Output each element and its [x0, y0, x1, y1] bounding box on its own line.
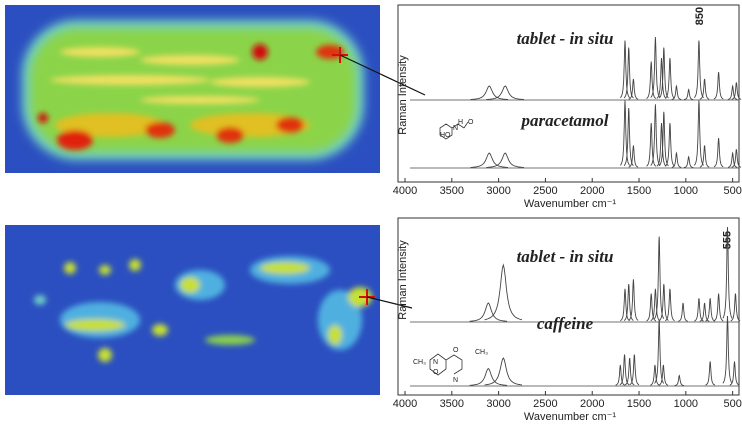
spectrum-peak	[471, 153, 509, 167]
figure: 4000 3500 3000 2500 2000 1500 1000 500 Wavenumbe…	[0, 0, 742, 426]
x-tick-label: 1000	[674, 398, 698, 410]
spectrum-peak	[706, 298, 715, 321]
molecule-atom: N	[433, 359, 438, 366]
x-tick-label: 1500	[627, 398, 651, 410]
spectrum-peak	[714, 138, 723, 167]
spectrum-peak	[694, 41, 703, 98]
molecule-atom: O	[453, 347, 459, 354]
spectrum-peak	[665, 123, 674, 166]
x-tick-label: 3500	[440, 185, 464, 197]
plot-frame	[398, 218, 739, 395]
x-tick-label: 3500	[440, 398, 464, 410]
molecule-atom: CH₃	[413, 359, 426, 366]
molecule-atom: N	[453, 377, 458, 384]
spectrum-label: caffeine	[537, 314, 594, 333]
spectrum-peak	[678, 303, 687, 321]
spectrum-peak	[723, 316, 732, 383]
spectrum-peak	[665, 58, 674, 98]
x-tick-label: 2000	[580, 185, 604, 197]
spectrum-peak	[629, 279, 638, 320]
spectrum-peak	[485, 265, 522, 320]
heatmap-paracetamol	[5, 5, 425, 173]
molecule-atom: HO	[440, 132, 451, 139]
heatmap-caffeine	[5, 225, 412, 395]
x-tick-label: 3000	[486, 398, 510, 410]
x-axis-label: Wavenumber cm⁻¹	[524, 411, 617, 423]
x-tick-label: 4000	[393, 398, 417, 410]
spectrum-peak	[714, 72, 723, 99]
spectrum-peak	[684, 90, 693, 100]
molecule-atom: CH₃	[475, 349, 488, 356]
x-tick-label: 1500	[627, 185, 651, 197]
x-tick-label: 500	[723, 185, 741, 197]
spectrum-peak	[694, 298, 703, 321]
spectrum-label: tablet - in situ	[517, 29, 614, 48]
spectrum-peak	[651, 37, 660, 98]
y-axis-label: Raman Intensity	[397, 240, 409, 320]
x-tick-label: 2500	[533, 185, 557, 197]
spectrum-peak	[675, 376, 684, 386]
x-tick-label: 2000	[580, 398, 604, 410]
peak-annotation: 850	[694, 7, 706, 25]
spectrum-peak	[665, 289, 674, 321]
spectrum-peak	[706, 362, 715, 386]
molecule-atom: O	[468, 119, 474, 126]
spectrum-peak	[486, 153, 524, 167]
x-tick-label: 2500	[533, 398, 557, 410]
x-tick-label: 1000	[674, 185, 698, 197]
x-tick-label: 500	[723, 398, 741, 410]
x-axis-label: Wavenumber cm⁻¹	[524, 198, 617, 210]
spectrum-label: paracetamol	[520, 111, 609, 130]
spectrum-peak	[470, 369, 507, 386]
spectrum-label: tablet - in situ	[517, 247, 614, 266]
x-tick-label: 3000	[486, 185, 510, 197]
spectrum-peak	[471, 86, 509, 100]
x-tick-label: 4000	[393, 185, 417, 197]
spectrum-peak	[714, 294, 723, 321]
y-axis-label: Raman Intensity	[397, 55, 409, 135]
spectrum-peak	[486, 86, 524, 100]
spectrum-peak	[684, 157, 693, 168]
spectrum-peak	[694, 101, 703, 166]
